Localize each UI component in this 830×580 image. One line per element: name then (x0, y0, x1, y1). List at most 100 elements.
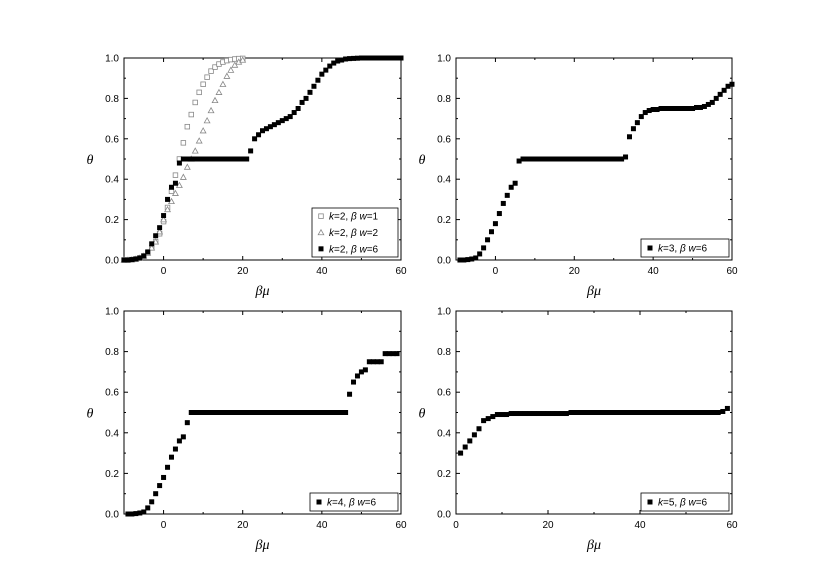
data-point (260, 410, 265, 415)
data-point (219, 80, 227, 87)
data-point (471, 432, 477, 438)
legend-marker (316, 499, 322, 505)
data-point (327, 410, 333, 415)
data-point (244, 156, 250, 162)
data-point (721, 87, 727, 93)
y-axis-label: θ (87, 153, 94, 168)
data-point (619, 156, 625, 162)
data-point (540, 411, 546, 417)
data-point (670, 106, 676, 111)
data-point (682, 106, 688, 111)
data-point (469, 256, 475, 262)
data-point (690, 106, 696, 111)
data-point (630, 126, 636, 132)
data-point (223, 72, 231, 79)
data-point (638, 114, 644, 120)
data-point (228, 156, 234, 162)
data-point (556, 156, 562, 162)
data-point (694, 104, 700, 110)
data-point (248, 410, 254, 415)
data-point (692, 410, 698, 415)
data-point (145, 505, 151, 511)
data-point (216, 410, 222, 415)
data-point (244, 410, 250, 415)
data-point (481, 418, 487, 424)
data-point (524, 156, 530, 162)
data-point (646, 108, 652, 114)
data-point (531, 411, 537, 417)
y-tick-label: 0.8 (105, 347, 119, 358)
y-tick-label: 0.2 (105, 215, 119, 226)
data-point (275, 120, 281, 126)
y-tick-label: 0.6 (105, 388, 119, 399)
data-point (271, 410, 277, 415)
data-point (204, 74, 210, 80)
data-point (706, 410, 712, 415)
data-point (494, 412, 500, 418)
data-point (720, 408, 726, 414)
legend-label: k=5, β w=6 (658, 498, 708, 509)
data-point (211, 96, 219, 104)
data-point (705, 101, 711, 107)
x-tick-label: 40 (634, 520, 646, 531)
data-point (552, 156, 558, 162)
y-tick-label: 0.8 (437, 347, 451, 358)
data-point (492, 221, 498, 227)
legend-label: k=4, β w=6 (327, 498, 377, 509)
data-point (508, 411, 514, 417)
data-point (370, 359, 376, 365)
data-point (582, 410, 588, 415)
data-point (650, 107, 656, 113)
y-tick-label: 0.2 (437, 215, 451, 226)
x-tick-label: 20 (237, 266, 249, 277)
data-point (374, 55, 380, 61)
data-point (611, 156, 617, 162)
x-tick-label: 40 (648, 266, 660, 277)
data-point (315, 77, 321, 83)
data-point (709, 99, 715, 105)
data-point (500, 200, 506, 206)
data-point (287, 410, 293, 415)
data-point (343, 56, 349, 62)
data-point (339, 410, 345, 415)
data-point (208, 68, 214, 74)
data-point (536, 411, 542, 417)
data-point (583, 156, 589, 162)
data-point (303, 410, 309, 415)
data-point (517, 411, 523, 417)
data-point (457, 257, 463, 263)
data-point (634, 120, 640, 126)
data-point (148, 244, 156, 251)
data-point (568, 410, 574, 415)
data-point (398, 55, 404, 61)
data-point (550, 411, 556, 417)
data-point (609, 410, 615, 415)
data-point (504, 192, 510, 198)
data-point (295, 410, 301, 415)
data-point (607, 156, 613, 162)
data-point (669, 410, 675, 415)
data-point (212, 410, 218, 415)
data-point (386, 55, 392, 61)
legend: k=3, β w=6 (640, 238, 730, 258)
data-point (196, 89, 202, 96)
data-point (499, 412, 505, 418)
data-point (347, 56, 353, 62)
data-point (382, 351, 388, 357)
legend-box (309, 492, 399, 512)
data-point (196, 156, 202, 162)
x-tick-label: 20 (237, 520, 249, 531)
data-point (512, 180, 518, 186)
legend-box (640, 238, 730, 258)
data-point (172, 446, 178, 452)
data-point (283, 116, 289, 122)
legend-label: k=2, β w=2 (329, 228, 379, 239)
data-point (291, 110, 297, 116)
data-point (184, 156, 190, 162)
data-point (646, 410, 652, 415)
data-point (227, 66, 235, 73)
y-tick-label: 0.2 (105, 469, 119, 480)
data-point (172, 172, 179, 178)
data-point (347, 391, 353, 397)
